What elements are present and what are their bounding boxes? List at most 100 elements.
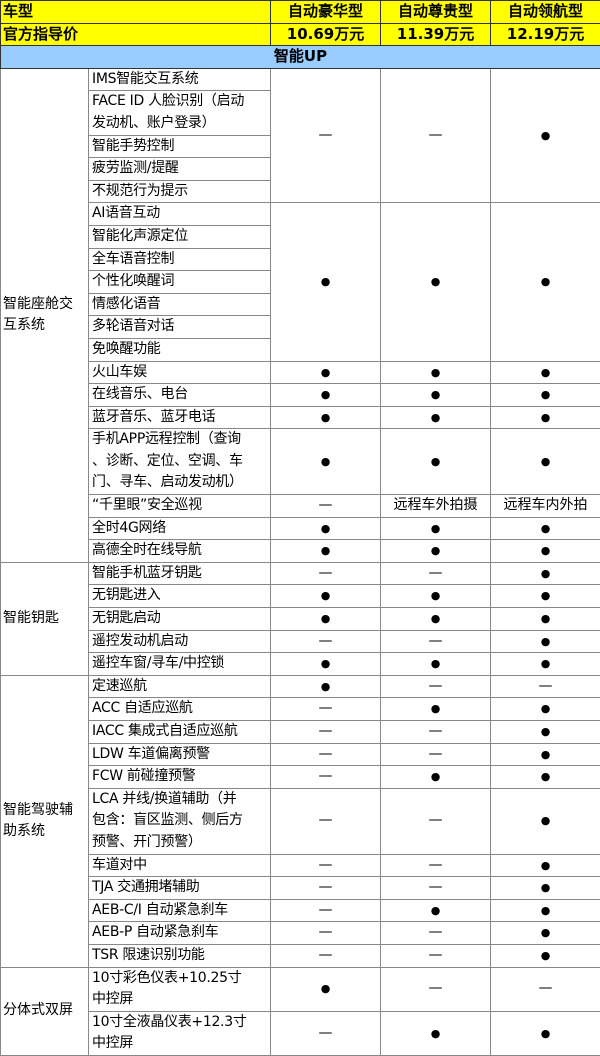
standard-mark: ● [491, 630, 600, 653]
table-row: 火山车娱●●● [1, 361, 600, 384]
price-value: 10.69万元 [271, 23, 381, 46]
not-available-mark: — [381, 743, 491, 766]
feature-name: 定速巡航 [89, 675, 271, 698]
not-available-mark: — [491, 967, 600, 1011]
feature-name: LCA 并线/换道辅助（并 包含：盲区监测、侧后方 预警、开门预警） [89, 788, 271, 854]
feature-name: TSR 限速识别功能 [89, 944, 271, 967]
model-label: 车型 [1, 1, 271, 24]
standard-mark: ● [491, 203, 600, 361]
feature-name: 遥控发动机启动 [89, 630, 271, 653]
standard-mark: ● [271, 540, 381, 563]
feature-name: 手机APP远程控制（查询 、诊断、定位、空调、车 门、寻车、启动发动机） [89, 429, 271, 495]
standard-mark: ● [491, 766, 600, 789]
standard-mark: ● [491, 854, 600, 877]
not-available-mark: — [381, 877, 491, 900]
standard-mark: ● [491, 384, 600, 407]
price-label: 官方指导价 [1, 23, 271, 46]
standard-mark: ● [381, 203, 491, 361]
standard-mark: ● [271, 967, 381, 1011]
feature-name: LDW 车道偏离预警 [89, 743, 271, 766]
standard-mark: ● [491, 721, 600, 744]
not-available-mark: — [491, 675, 600, 698]
standard-mark: ● [491, 877, 600, 900]
standard-mark: ● [381, 698, 491, 721]
table-row: AI语音互动●●● [1, 203, 600, 226]
table-row: FCW 前碰撞预警—●● [1, 766, 600, 789]
standard-mark: ● [381, 585, 491, 608]
feature-name: AEB-P 自动紧急刹车 [89, 922, 271, 945]
model-name: 自动尊贵型 [381, 1, 491, 24]
standard-mark: ● [491, 743, 600, 766]
table-row: IACC 集成式自适应巡航——● [1, 721, 600, 744]
feature-name: 10寸彩色仪表+10.25寸 中控屏 [89, 967, 271, 1011]
standard-mark: ● [381, 406, 491, 429]
not-available-mark: — [271, 743, 381, 766]
standard-mark: ● [491, 899, 600, 922]
feature-name: FACE ID 人脸识别（启动 发动机、账户登录） [89, 91, 271, 135]
feature-name: AI语音互动 [89, 203, 271, 226]
not-available-mark: — [381, 967, 491, 1011]
category-cell: 分体式双屏 [1, 967, 89, 1055]
section-row: 智能UP [1, 46, 600, 69]
feature-name: TJA 交通拥堵辅助 [89, 877, 271, 900]
table-row: 10寸全液晶仪表+12.3寸 中控屏—●● [1, 1011, 600, 1055]
not-available-mark: — [271, 562, 381, 585]
not-available-mark: — [271, 68, 381, 203]
standard-mark: ● [381, 361, 491, 384]
table-row: 无钥匙启动●●● [1, 608, 600, 631]
feature-name: 智能化声源定位 [89, 225, 271, 248]
standard-mark: ● [381, 384, 491, 407]
feature-name: 全车语音控制 [89, 248, 271, 271]
table-row: 全时4G网络●●● [1, 517, 600, 540]
feature-name: 遥控车窗/寻车/中控锁 [89, 653, 271, 676]
table-row: ACC 自适应巡航—●● [1, 698, 600, 721]
table-row: 蓝牙音乐、蓝牙电话●●● [1, 406, 600, 429]
not-available-mark: — [271, 944, 381, 967]
standard-mark: ● [271, 384, 381, 407]
feature-name: 全时4G网络 [89, 517, 271, 540]
table-row: LDW 车道偏离预警——● [1, 743, 600, 766]
table-row: TJA 交通拥堵辅助——● [1, 877, 600, 900]
not-available-mark: — [381, 922, 491, 945]
model-name: 自动豪华型 [271, 1, 381, 24]
feature-name: 个性化唤醒词 [89, 271, 271, 294]
table-row: 遥控车窗/寻车/中控锁●●● [1, 653, 600, 676]
not-available-mark: — [381, 854, 491, 877]
not-available-mark: — [381, 630, 491, 653]
not-available-mark: — [381, 562, 491, 585]
standard-mark: ● [271, 585, 381, 608]
standard-mark: ● [381, 766, 491, 789]
not-available-mark: — [271, 922, 381, 945]
feature-name: 多轮语音对话 [89, 316, 271, 339]
standard-mark: ● [381, 608, 491, 631]
not-available-mark: — [271, 788, 381, 854]
standard-mark: ● [271, 429, 381, 495]
feature-name: FCW 前碰撞预警 [89, 766, 271, 789]
model-row: 车型 自动豪华型 自动尊贵型 自动领航型 [1, 1, 600, 24]
price-value: 11.39万元 [381, 23, 491, 46]
standard-mark: ● [491, 429, 600, 495]
table-row: 车道对中——● [1, 854, 600, 877]
table-row: “千里眼”安全巡视—远程车外拍摄远程车内外拍 [1, 495, 600, 518]
not-available-mark: — [271, 698, 381, 721]
section-title: 智能UP [1, 46, 600, 69]
standard-mark: ● [491, 585, 600, 608]
standard-mark: ● [491, 653, 600, 676]
feature-name: 无钥匙进入 [89, 585, 271, 608]
not-available-mark: — [271, 630, 381, 653]
feature-name: AEB-C/I 自动紧急刹车 [89, 899, 271, 922]
standard-mark: ● [381, 540, 491, 563]
not-available-mark: — [381, 68, 491, 203]
feature-name: 智能手机蓝牙钥匙 [89, 562, 271, 585]
standard-mark: ● [491, 406, 600, 429]
not-available-mark: — [271, 899, 381, 922]
table-row: 智能钥匙智能手机蓝牙钥匙——● [1, 562, 600, 585]
standard-mark: ● [381, 517, 491, 540]
price-row: 官方指导价 10.69万元 11.39万元 12.19万元 [1, 23, 600, 46]
standard-mark: ● [491, 944, 600, 967]
model-name: 自动领航型 [491, 1, 600, 24]
feature-name: 蓝牙音乐、蓝牙电话 [89, 406, 271, 429]
standard-mark: ● [491, 68, 600, 203]
